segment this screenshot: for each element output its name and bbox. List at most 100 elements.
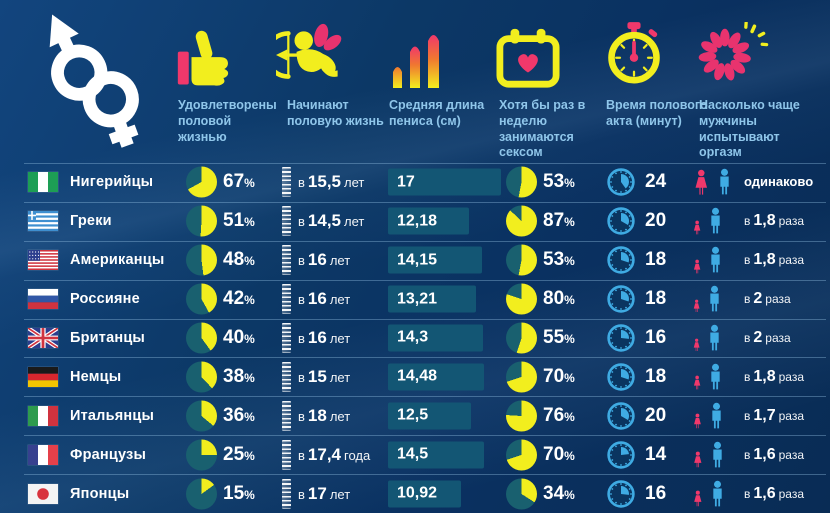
percent-sign: % (564, 176, 575, 191)
weekly-pie-chart (506, 322, 537, 354)
weekly-pie-chart (506, 361, 537, 393)
percent-sign: % (244, 331, 255, 346)
female-figure-icon (693, 338, 700, 352)
ruler-icon (282, 206, 291, 237)
age-unit: лет (329, 369, 351, 385)
age-unit: лет (329, 330, 351, 346)
orgasm-ratio: в 1,6 раза (744, 445, 805, 463)
age-unit: лет (329, 408, 351, 424)
weekly-percent: 34% (543, 482, 575, 504)
age-value: 15,5 (307, 172, 341, 192)
age-unit: лет (344, 214, 365, 230)
weekly-pie-chart (506, 283, 537, 315)
length-value: 10,92 (397, 484, 438, 502)
orgasm-ratio: в 1,6 раза (744, 484, 805, 502)
start-age: в 14,5 лет (298, 211, 364, 231)
column-label-length: Средняя длина пениса (см) (389, 98, 485, 128)
country-name: Французы (70, 446, 147, 463)
clock-dial-icon (607, 324, 635, 352)
percent-sign: % (244, 254, 255, 269)
country-name: Нигерийцы (70, 174, 154, 191)
gender-figures (692, 246, 740, 274)
clock-dial-icon (607, 246, 635, 274)
weekly-percent: 53% (543, 249, 575, 271)
start-age: в 17 лет (298, 484, 350, 504)
age-value: 17 (307, 483, 327, 503)
age-value: 14,5 (307, 211, 341, 231)
age-unit: лет (329, 292, 351, 308)
age-value: 18 (307, 405, 327, 425)
age-prefix: в (298, 253, 305, 269)
orgasm-ratio: в 1,8 раза (744, 367, 805, 385)
clock-dial-icon (607, 440, 635, 469)
satisfied-percent: 15% (223, 482, 255, 504)
satisfied-percent: 67% (223, 171, 255, 193)
table-row: Японцы 15% в 17 лет 10,92 34% 16 в 1,6 раза (0, 474, 830, 513)
gender-figures (692, 480, 740, 507)
table-row: Нигерийцы 67% в 15,5 лет 17 53% 24 одинако… (0, 163, 830, 202)
weekly-pie-chart (506, 478, 537, 510)
start-age: в 15,5 лет (298, 172, 364, 192)
male-figure-icon (719, 169, 729, 195)
length-value: 12,18 (397, 212, 438, 230)
age-prefix: в (298, 292, 305, 308)
country-name: Японцы (70, 485, 130, 502)
ruler-icon (282, 167, 291, 198)
gender-figures (692, 285, 740, 313)
gender-symbols-logo-icon (49, 14, 139, 148)
age-prefix: в (298, 175, 305, 191)
age-prefix: в (298, 330, 305, 346)
percent-sign: % (244, 293, 255, 308)
cupid-icon (276, 23, 342, 79)
gender-figures (692, 208, 740, 235)
clock-dial-icon (607, 207, 635, 236)
female-figure-icon (693, 376, 701, 390)
satisfied-percent: 48% (223, 249, 255, 271)
length-bar: 12,5 (388, 402, 471, 430)
length-value: 14,3 (397, 328, 429, 346)
female-figure-icon (693, 299, 700, 313)
ruler-icon (282, 322, 291, 353)
age-prefix: в (298, 447, 305, 463)
orgasm-ratio: в 1,8 раза (744, 251, 805, 269)
female-figure-icon (694, 452, 702, 468)
calendar-heart-icon (496, 28, 560, 88)
duration-minutes: 20 (645, 210, 667, 232)
duration-minutes: 18 (645, 249, 667, 271)
weekly-pie-chart (506, 439, 537, 471)
orgasm-ratio: в 2 раза (744, 290, 791, 308)
column-label-satisfied: Удовлетворены половой жизнью (178, 98, 277, 144)
table-row: Французы 25% в 17,4 года 14,5 70% 14 в 1,6 р… (0, 435, 830, 474)
weekly-percent: 70% (543, 365, 575, 387)
female-figure-icon (693, 259, 701, 274)
percent-sign: % (244, 409, 255, 424)
gender-figures (692, 324, 740, 352)
percent-sign: % (564, 448, 575, 463)
weekly-percent: 53% (543, 171, 575, 193)
gender-figures (692, 441, 740, 468)
age-prefix: в (298, 408, 305, 424)
percent-sign: % (244, 487, 255, 502)
percent-sign: % (244, 448, 255, 463)
satisfied-pie-chart (186, 478, 217, 510)
country-name: Британцы (70, 329, 146, 346)
start-age: в 15 лет (298, 367, 350, 387)
table-row: Британцы 40% в 16 лет 14,3 55% 16 в 2 раза (0, 318, 830, 358)
column-label-start-age: Начинают половую жизнь (287, 98, 384, 128)
start-age: в 18 лет (298, 406, 350, 426)
satisfied-percent: 36% (223, 404, 255, 426)
country-name: Американцы (70, 252, 165, 269)
ruler-icon (282, 361, 291, 392)
column-label-orgasm: Насколько чаще мужчины испытывают оргазм (699, 98, 800, 160)
male-figure-icon (711, 363, 720, 390)
france-flag-icon (28, 444, 58, 465)
male-figure-icon (710, 324, 719, 351)
length-value: 13,21 (397, 290, 438, 308)
age-prefix: в (298, 369, 305, 385)
gender-figures (692, 402, 740, 429)
gender-figures (692, 169, 740, 196)
satisfied-pie-chart (186, 244, 217, 276)
ruler-icon (282, 400, 291, 431)
japan-flag-icon (28, 483, 58, 504)
satisfied-pie-chart (186, 166, 217, 198)
